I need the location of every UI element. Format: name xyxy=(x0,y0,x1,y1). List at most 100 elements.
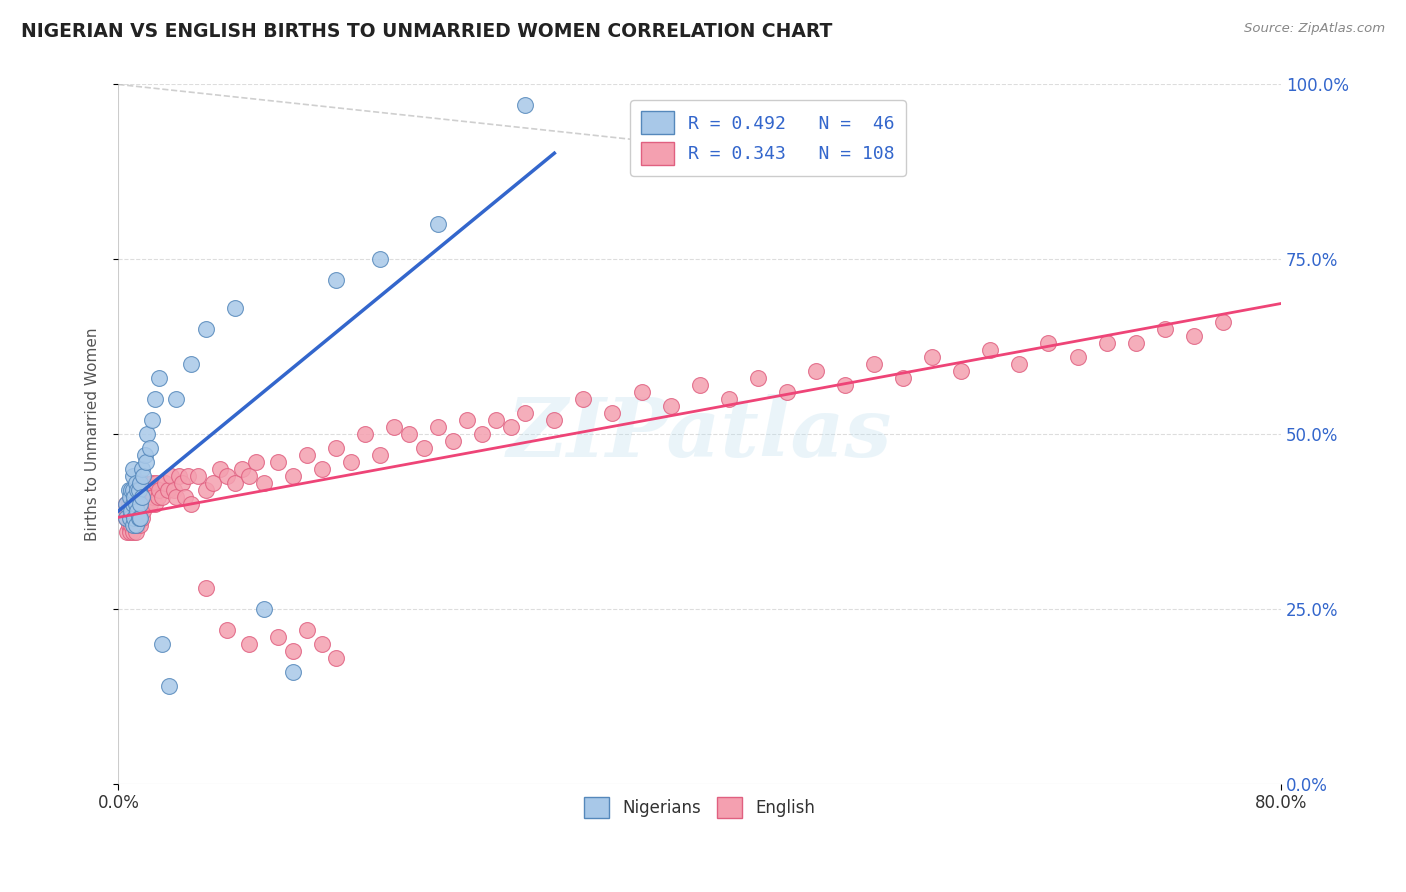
Point xyxy=(398,427,420,442)
Point xyxy=(325,651,347,665)
Point xyxy=(120,483,142,497)
Point xyxy=(384,420,406,434)
Point xyxy=(891,371,914,385)
Point xyxy=(118,511,141,525)
Point xyxy=(157,679,180,693)
Point xyxy=(141,476,163,491)
Point xyxy=(166,392,188,406)
Point xyxy=(125,518,148,533)
Point xyxy=(128,511,150,525)
Point xyxy=(281,665,304,679)
Point xyxy=(129,490,152,504)
Point xyxy=(138,483,160,497)
Point xyxy=(1212,315,1234,329)
Point xyxy=(159,469,181,483)
Point xyxy=(141,413,163,427)
Point xyxy=(131,511,153,525)
Point xyxy=(1038,336,1060,351)
Point xyxy=(156,483,179,497)
Point xyxy=(150,637,173,651)
Point xyxy=(253,602,276,616)
Point xyxy=(136,427,159,442)
Point xyxy=(114,511,136,525)
Point xyxy=(194,483,217,497)
Point xyxy=(124,511,146,525)
Point xyxy=(499,420,522,434)
Point xyxy=(146,490,169,504)
Point xyxy=(132,476,155,491)
Point xyxy=(253,476,276,491)
Point xyxy=(166,490,188,504)
Point xyxy=(747,371,769,385)
Point xyxy=(1008,357,1031,371)
Point xyxy=(114,497,136,511)
Point xyxy=(115,524,138,539)
Point xyxy=(117,518,139,533)
Point xyxy=(187,469,209,483)
Point xyxy=(117,483,139,497)
Point xyxy=(120,504,142,518)
Point xyxy=(180,357,202,371)
Legend: Nigerians, English: Nigerians, English xyxy=(576,790,823,824)
Point xyxy=(132,504,155,518)
Point xyxy=(125,524,148,539)
Point xyxy=(134,497,156,511)
Point xyxy=(125,497,148,511)
Point xyxy=(143,497,166,511)
Point xyxy=(114,497,136,511)
Point xyxy=(122,469,145,483)
Point xyxy=(515,98,537,112)
Point xyxy=(717,392,740,406)
Point xyxy=(124,518,146,533)
Point xyxy=(122,497,145,511)
Point xyxy=(122,497,145,511)
Point xyxy=(135,490,157,504)
Point xyxy=(267,455,290,469)
Point xyxy=(921,350,943,364)
Text: ZIPatlas: ZIPatlas xyxy=(508,394,893,474)
Point xyxy=(224,301,246,316)
Point xyxy=(136,497,159,511)
Point xyxy=(125,497,148,511)
Point xyxy=(153,476,176,491)
Point xyxy=(194,581,217,595)
Point xyxy=(122,518,145,533)
Point xyxy=(224,476,246,491)
Point xyxy=(131,462,153,476)
Point xyxy=(194,322,217,336)
Point xyxy=(231,462,253,476)
Point xyxy=(863,357,886,371)
Point xyxy=(143,392,166,406)
Point xyxy=(340,455,363,469)
Point xyxy=(209,462,232,476)
Point xyxy=(139,441,162,455)
Point xyxy=(485,413,508,427)
Point xyxy=(543,413,565,427)
Text: NIGERIAN VS ENGLISH BIRTHS TO UNMARRIED WOMEN CORRELATION CHART: NIGERIAN VS ENGLISH BIRTHS TO UNMARRIED … xyxy=(21,22,832,41)
Point xyxy=(169,469,191,483)
Point xyxy=(128,483,150,497)
Point xyxy=(139,497,162,511)
Point xyxy=(471,427,494,442)
Point xyxy=(148,371,170,385)
Point xyxy=(120,490,142,504)
Point xyxy=(659,399,682,413)
Point xyxy=(950,364,973,378)
Point xyxy=(1125,336,1147,351)
Point xyxy=(129,497,152,511)
Point xyxy=(297,448,319,462)
Point xyxy=(135,455,157,469)
Point xyxy=(311,462,333,476)
Point xyxy=(441,434,464,448)
Point xyxy=(129,476,152,491)
Point xyxy=(267,630,290,644)
Point xyxy=(122,462,145,476)
Point xyxy=(776,385,799,400)
Point xyxy=(162,483,184,497)
Point xyxy=(297,623,319,637)
Point xyxy=(122,524,145,539)
Point xyxy=(427,217,450,231)
Point xyxy=(117,497,139,511)
Point xyxy=(127,483,149,497)
Point xyxy=(238,469,260,483)
